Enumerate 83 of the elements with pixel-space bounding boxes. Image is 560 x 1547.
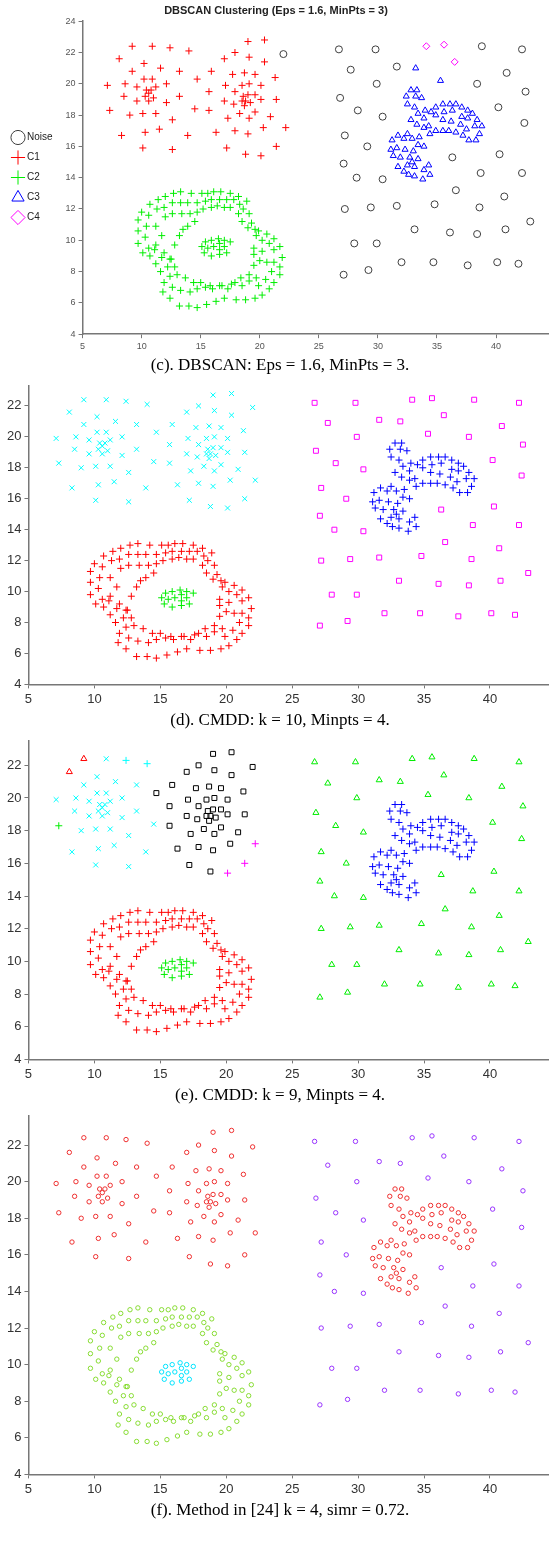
- x-tick-label: 20: [219, 1480, 234, 1496]
- x-tick-label: 15: [153, 690, 168, 706]
- y-tick-label: 4: [14, 675, 22, 691]
- y-tick-label: 10: [6, 952, 22, 968]
- x-tick-label: 10: [87, 1480, 102, 1496]
- x-tick-label: 15: [195, 341, 206, 352]
- y-tick-label: 14: [6, 887, 22, 903]
- x-tick-label: 10: [87, 1065, 102, 1081]
- y-tick-label: 8: [14, 985, 22, 1001]
- x-tick-label: 30: [350, 1480, 366, 1496]
- y-tick-label: 12: [6, 552, 22, 568]
- y-tick-label: 16: [6, 854, 22, 870]
- y-tick-label: 8: [70, 266, 76, 277]
- x-tick-label: 35: [431, 341, 442, 352]
- x-tick-label: 15: [153, 1480, 168, 1496]
- y-tick-label: 14: [6, 1283, 22, 1299]
- x-tick-label: 25: [284, 1065, 300, 1081]
- y-tick-label: 22: [6, 756, 22, 772]
- x-tick-label: 10: [136, 341, 147, 352]
- y-tick-label: 20: [6, 1173, 22, 1189]
- text: (f). Method in [24] k = 4, simr = 0.72.: [149, 1500, 411, 1520]
- x-tick-label: 15: [153, 1065, 168, 1081]
- x-tick-label: 5: [24, 1065, 33, 1081]
- y-tick-label: 18: [6, 822, 22, 838]
- y-tick-label: 6: [14, 1429, 22, 1445]
- legend-label: Noise: [27, 131, 53, 143]
- x-tick-label: 40: [491, 341, 502, 352]
- x-tick-label: 30: [350, 1065, 366, 1081]
- y-tick-label: 16: [6, 490, 22, 506]
- y-tick-label: 6: [70, 297, 76, 308]
- x-tick-label: 30: [350, 690, 366, 706]
- x-tick-label: 35: [416, 1480, 432, 1496]
- y-tick-label: 20: [6, 789, 22, 805]
- x-tick-label: 35: [416, 1065, 432, 1081]
- x-tick-label: 40: [482, 1065, 498, 1081]
- y-tick-label: 16: [6, 1246, 22, 1262]
- y-tick-label: 6: [14, 1018, 22, 1034]
- y-tick-label: 12: [6, 920, 22, 936]
- x-tick-label: 10: [87, 690, 102, 706]
- y-tick-label: 4: [14, 1465, 22, 1481]
- text: (d). CMDD: k = 10, Minpts = 4.: [169, 710, 391, 730]
- x-tick-label: 20: [219, 1065, 234, 1081]
- x-tick-label: 25: [284, 690, 300, 706]
- y-tick-label: 24: [65, 15, 76, 26]
- chart-title: DBSCAN Clustering (Eps = 1.6, MinPts = 3): [164, 3, 389, 16]
- x-tick-label: 5: [24, 690, 33, 706]
- y-tick-label: 20: [6, 428, 22, 444]
- legend-label: C2: [27, 171, 41, 183]
- x-tick-label: 5: [24, 1480, 33, 1496]
- y-tick-label: 14: [6, 521, 22, 537]
- x-tick-label: 40: [482, 1480, 498, 1496]
- y-tick-label: 12: [65, 203, 76, 214]
- x-tick-label: 25: [313, 341, 324, 352]
- legend-label: C4: [27, 211, 41, 223]
- x-tick-label: 35: [416, 690, 432, 706]
- x-tick-label: 20: [254, 341, 265, 352]
- y-tick-label: 18: [6, 1209, 22, 1225]
- y-tick-label: 4: [14, 1050, 22, 1066]
- legend-label: C1: [27, 151, 41, 163]
- y-tick-label: 8: [14, 1392, 22, 1408]
- text: (c). DBSCAN: Eps = 1.6, MinPts = 3.: [149, 355, 411, 375]
- y-tick-label: 8: [14, 614, 22, 630]
- y-tick-label: 14: [65, 172, 76, 183]
- y-tick-label: 16: [65, 140, 76, 151]
- y-tick-label: 6: [14, 645, 22, 661]
- y-tick-label: 22: [6, 1136, 22, 1152]
- y-tick-label: 12: [6, 1319, 22, 1335]
- y-tick-label: 10: [6, 583, 22, 599]
- y-tick-label: 20: [65, 78, 76, 89]
- x-tick-label: 25: [284, 1480, 300, 1496]
- y-tick-label: 10: [6, 1356, 22, 1372]
- text: (e). CMDD: k = 9, Minpts = 4.: [174, 1085, 386, 1105]
- legend-label: C3: [27, 191, 41, 203]
- y-tick-label: 18: [6, 459, 22, 475]
- y-tick-label: 18: [65, 109, 76, 120]
- x-tick-label: 5: [80, 341, 86, 352]
- x-tick-label: 30: [372, 341, 383, 352]
- y-tick-label: 22: [6, 397, 22, 413]
- y-tick-label: 10: [65, 234, 76, 245]
- y-tick-label: 4: [70, 328, 76, 339]
- x-tick-label: 40: [482, 690, 498, 706]
- x-tick-label: 20: [219, 690, 234, 706]
- y-tick-label: 22: [65, 46, 76, 57]
